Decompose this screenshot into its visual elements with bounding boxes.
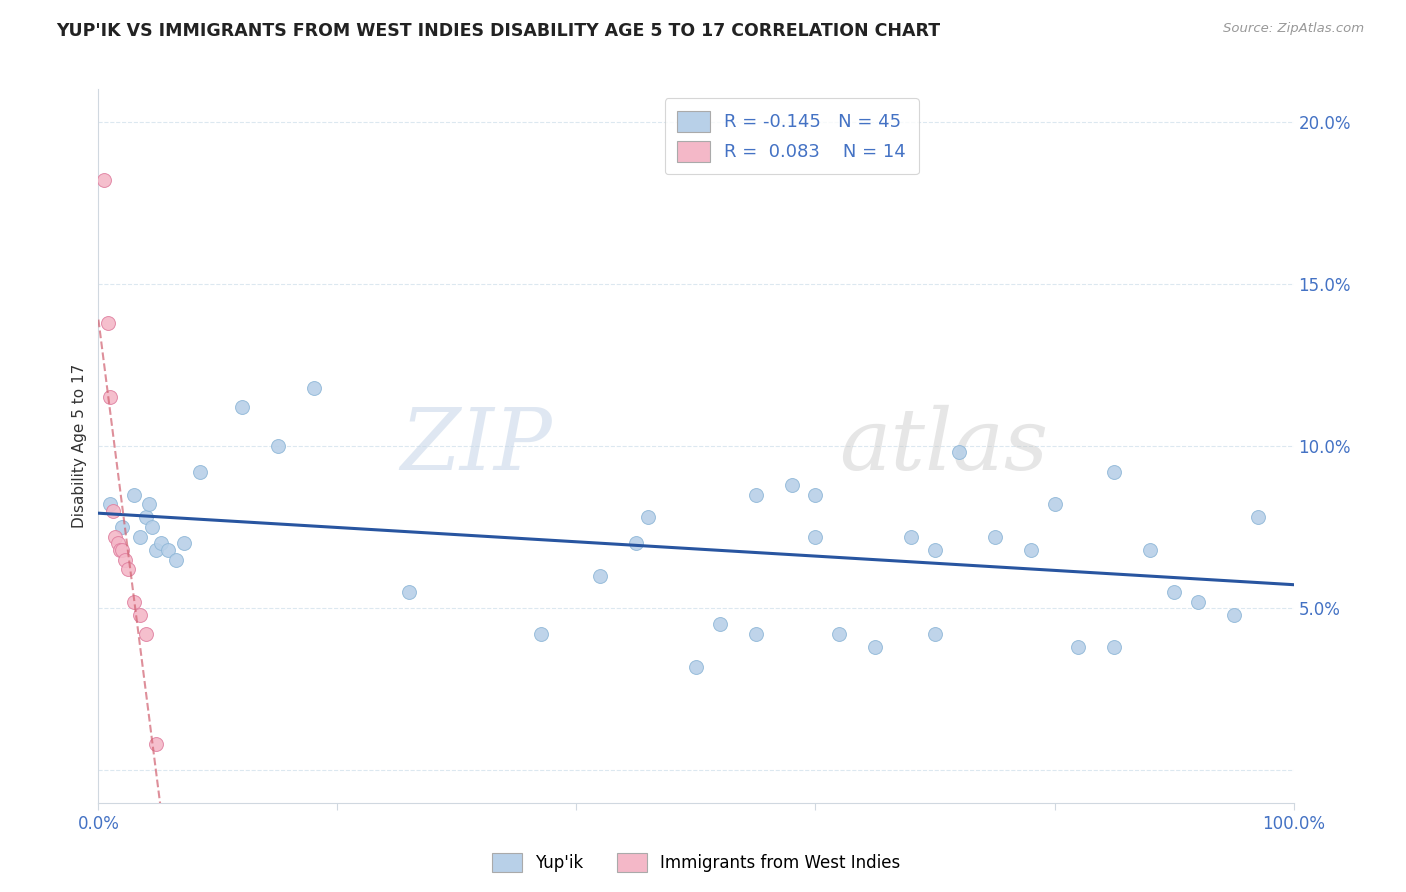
Point <box>145 542 167 557</box>
Point <box>1163 585 1185 599</box>
Point <box>804 488 827 502</box>
Point <box>302 381 325 395</box>
Point <box>626 536 648 550</box>
Point <box>104 530 127 544</box>
Point <box>129 530 152 544</box>
Point <box>863 640 887 654</box>
Point <box>745 627 768 641</box>
Point <box>231 400 253 414</box>
Point <box>529 627 551 641</box>
Point <box>685 659 707 673</box>
Point <box>780 478 803 492</box>
Point <box>101 504 124 518</box>
Point <box>804 530 827 544</box>
Point <box>1019 542 1042 557</box>
Point <box>173 536 195 550</box>
Point <box>1187 595 1209 609</box>
Point <box>1102 640 1125 654</box>
Point <box>1246 510 1268 524</box>
Point <box>924 627 946 641</box>
Point <box>129 607 152 622</box>
Point <box>124 595 146 609</box>
Text: atlas: atlas <box>839 405 1049 487</box>
Point <box>924 542 946 557</box>
Point <box>93 173 115 187</box>
Point <box>1102 465 1125 479</box>
Point <box>111 520 134 534</box>
Point <box>900 530 922 544</box>
Point <box>188 465 211 479</box>
Point <box>141 520 163 534</box>
Point <box>107 536 129 550</box>
Point <box>637 510 659 524</box>
Point <box>948 445 970 459</box>
Point <box>589 568 612 582</box>
Point <box>398 585 420 599</box>
Legend: Yup'ik, Immigrants from West Indies: Yup'ik, Immigrants from West Indies <box>484 844 908 880</box>
Point <box>1139 542 1161 557</box>
Point <box>108 542 131 557</box>
Text: YUP'IK VS IMMIGRANTS FROM WEST INDIES DISABILITY AGE 5 TO 17 CORRELATION CHART: YUP'IK VS IMMIGRANTS FROM WEST INDIES DI… <box>56 22 941 40</box>
Point <box>114 552 136 566</box>
Point <box>98 497 122 511</box>
Point <box>111 542 134 557</box>
Point <box>117 562 139 576</box>
Text: Source: ZipAtlas.com: Source: ZipAtlas.com <box>1223 22 1364 36</box>
Point <box>124 488 146 502</box>
Point <box>745 488 768 502</box>
Point <box>1222 607 1246 622</box>
Point <box>149 536 172 550</box>
Text: ZIP: ZIP <box>401 405 553 487</box>
Point <box>709 617 731 632</box>
Point <box>98 390 122 404</box>
Point <box>145 738 167 752</box>
Point <box>165 552 187 566</box>
Point <box>1067 640 1090 654</box>
Point <box>97 316 120 330</box>
Point <box>156 542 179 557</box>
Point <box>135 510 157 524</box>
Point <box>138 497 160 511</box>
Point <box>267 439 290 453</box>
Point <box>984 530 1007 544</box>
Point <box>1043 497 1066 511</box>
Y-axis label: Disability Age 5 to 17: Disability Age 5 to 17 <box>72 364 87 528</box>
Point <box>828 627 851 641</box>
Point <box>135 627 157 641</box>
